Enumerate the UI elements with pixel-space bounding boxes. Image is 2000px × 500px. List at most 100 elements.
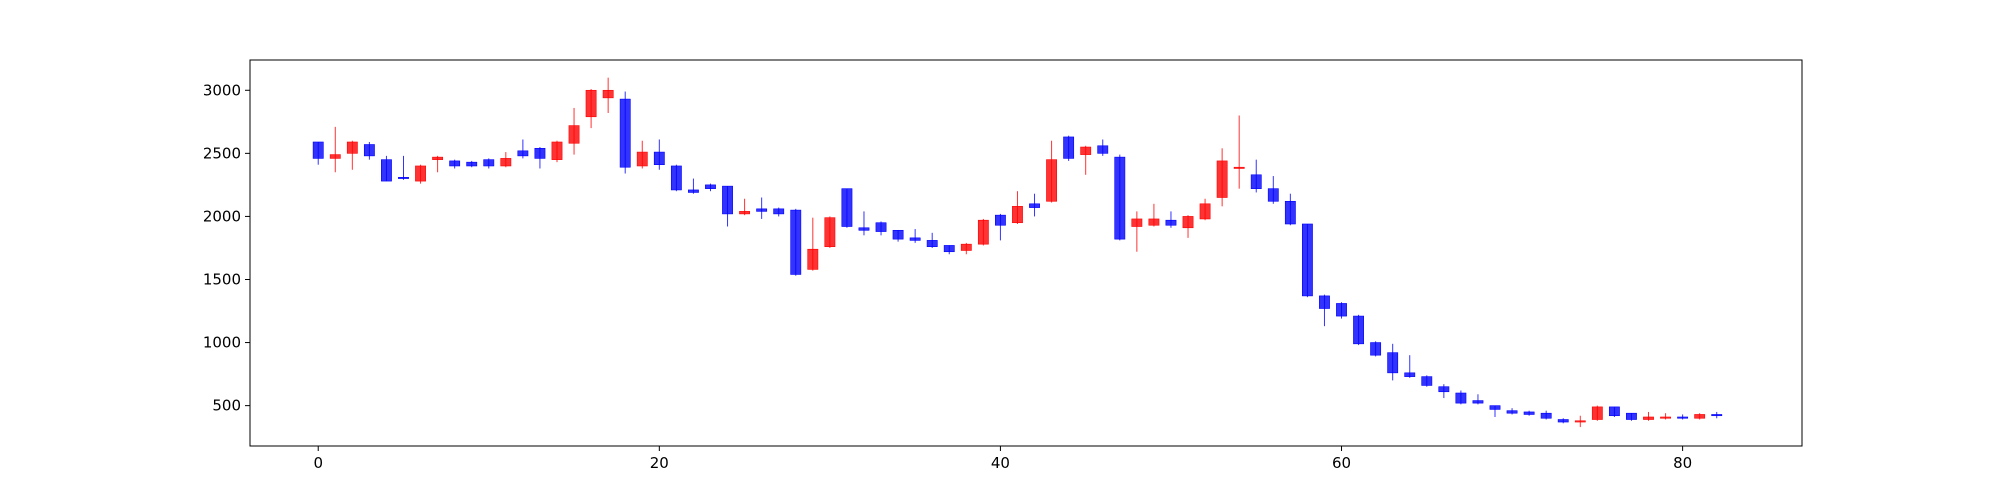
candle	[363, 141, 375, 160]
candle	[1711, 411, 1723, 419]
candle	[670, 164, 682, 192]
candle-body-down	[653, 151, 665, 165]
candle	[1114, 154, 1126, 241]
candle	[1284, 193, 1296, 226]
x-tick-label: 60	[1332, 454, 1351, 472]
candle	[500, 152, 512, 168]
candle	[585, 89, 597, 129]
candle	[960, 242, 972, 255]
candle	[1608, 406, 1620, 417]
candle-body-down	[1489, 405, 1501, 410]
candle-body-down	[1370, 342, 1382, 356]
candle-body-down	[909, 237, 921, 241]
candles-layer	[312, 77, 1723, 428]
candle-body-down	[670, 165, 682, 191]
candle	[312, 141, 324, 165]
candle	[1506, 408, 1518, 415]
candle	[1063, 135, 1075, 161]
candle	[381, 155, 392, 182]
candle	[551, 140, 563, 163]
candle-body-up	[977, 219, 989, 245]
candle	[943, 245, 955, 255]
candle-body-down	[1063, 136, 1075, 159]
candle-body-down	[1626, 412, 1637, 420]
candle-body-down	[858, 227, 870, 231]
candle-body-down	[1506, 410, 1518, 414]
candle	[568, 107, 580, 155]
candle-body-up	[1660, 416, 1671, 419]
candle	[653, 139, 665, 170]
candle	[1421, 375, 1433, 387]
candle	[790, 208, 802, 276]
x-tick-label: 0	[313, 454, 323, 472]
candle-body-down	[1438, 386, 1450, 393]
candle-body-up	[415, 165, 426, 182]
candle-body-up	[1148, 218, 1160, 226]
candle	[773, 207, 785, 217]
candle	[807, 217, 819, 271]
candle	[1438, 384, 1450, 399]
candle	[517, 139, 529, 159]
candle	[1250, 159, 1262, 193]
candle	[1370, 341, 1382, 357]
candle-body-down	[943, 245, 955, 253]
candle-body-down	[398, 177, 409, 179]
candle	[1097, 139, 1109, 156]
candle	[1677, 414, 1689, 420]
candle	[858, 211, 870, 236]
candle-body-down	[1336, 303, 1347, 317]
candle	[483, 158, 495, 169]
x-tick-label: 80	[1673, 454, 1692, 472]
candle-body-up	[1216, 160, 1228, 198]
candle	[329, 126, 341, 173]
candle	[1404, 355, 1416, 378]
candle-body-down	[1455, 392, 1467, 404]
candle-body-up	[824, 217, 836, 247]
candle-body-down	[466, 161, 478, 167]
axes-layer: 0 20 40 60 80 500 1000 1500 2000 2500 3000	[203, 81, 1692, 472]
candle-body-down	[1540, 412, 1552, 419]
candle-body-up	[1199, 203, 1211, 220]
candle-body-down	[1029, 203, 1040, 208]
candle	[432, 155, 444, 173]
candle-body-up	[602, 89, 614, 99]
candle-body-down	[1319, 295, 1330, 309]
candle	[1387, 343, 1399, 381]
candle-body-down	[1097, 145, 1109, 154]
candle	[1574, 415, 1586, 428]
candle	[1182, 215, 1194, 238]
candle	[1199, 198, 1211, 221]
candle	[1557, 418, 1569, 424]
candle	[1626, 412, 1637, 421]
candle-body-up	[346, 141, 358, 154]
candle	[346, 140, 358, 170]
candle-body-down	[1421, 376, 1433, 386]
candle-body-up	[1182, 216, 1194, 229]
x-tick-label: 20	[650, 454, 669, 472]
candle	[1353, 314, 1364, 346]
candle	[1301, 223, 1313, 298]
candle-body-down	[1404, 372, 1416, 377]
candle-body-down	[1557, 419, 1569, 423]
candle	[1080, 145, 1092, 175]
candle-body-down	[756, 208, 768, 212]
candle	[739, 198, 751, 216]
candle	[977, 218, 989, 246]
candle-body-down	[722, 185, 733, 215]
candle-body-up	[1643, 416, 1654, 420]
candle-body-down	[995, 214, 1006, 226]
candle-body-down	[688, 189, 699, 193]
candle	[466, 160, 478, 168]
candle	[1591, 405, 1603, 421]
candle-body-down	[1677, 416, 1689, 419]
x-tick-label: 40	[991, 454, 1010, 472]
candle	[1267, 176, 1279, 204]
candle-body-down	[1711, 414, 1723, 417]
candle	[449, 159, 461, 169]
candle	[1540, 410, 1552, 420]
candle-body-down	[1114, 156, 1126, 240]
plot-area-frame	[249, 59, 1803, 447]
candle	[1489, 405, 1501, 417]
candle-body-up	[329, 154, 341, 159]
